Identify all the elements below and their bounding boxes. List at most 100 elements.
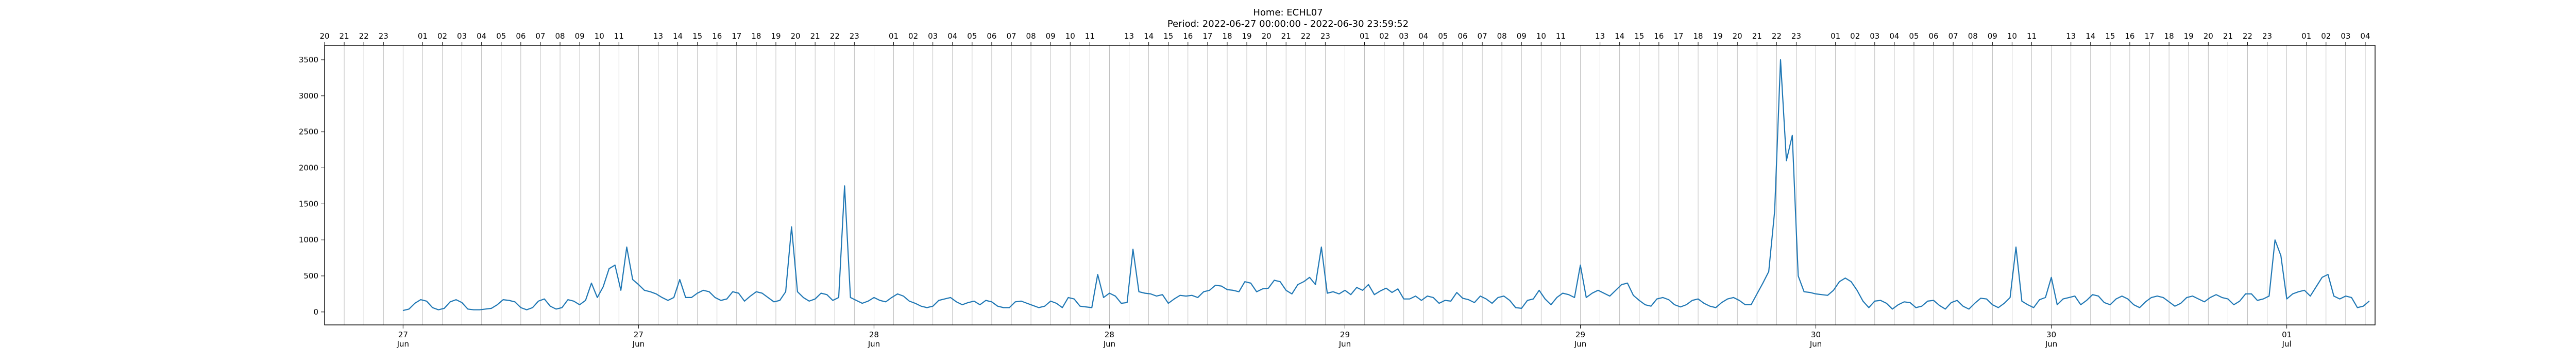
data-point bbox=[1274, 280, 1275, 281]
data-point bbox=[1821, 294, 1822, 295]
grid-lines bbox=[324, 45, 2366, 325]
bottom-tick-day: 28 bbox=[1105, 330, 1114, 339]
top-tick-label: 22 bbox=[1301, 31, 1311, 41]
data-point bbox=[497, 304, 498, 305]
data-point bbox=[632, 279, 633, 280]
y-tick-label: 3500 bbox=[299, 55, 318, 64]
data-point bbox=[2345, 296, 2346, 297]
top-tick-label: 19 bbox=[2184, 31, 2194, 41]
top-tick-label: 21 bbox=[1752, 31, 1762, 41]
top-tick-label: 01 bbox=[889, 31, 899, 41]
data-point bbox=[2351, 297, 2352, 298]
top-tick-label: 23 bbox=[1320, 31, 1330, 41]
data-point bbox=[1456, 292, 1458, 293]
data-point bbox=[897, 293, 898, 294]
top-tick-label: 15 bbox=[1634, 31, 1644, 41]
top-tick-label: 14 bbox=[2086, 31, 2095, 41]
y-tick-label: 500 bbox=[303, 271, 318, 281]
top-tick-label: 07 bbox=[1006, 31, 1016, 41]
bottom-tick-month: Jun bbox=[397, 339, 409, 349]
top-tick-label: 04 bbox=[947, 31, 957, 41]
top-tick-label: 05 bbox=[967, 31, 977, 41]
top-tick-label: 19 bbox=[771, 31, 781, 41]
chart-title-period: Period: 2022-06-27 00:00:00 - 2022-06-30… bbox=[1167, 19, 1409, 29]
top-tick-label: 02 bbox=[1850, 31, 1860, 41]
data-point bbox=[1480, 296, 1481, 297]
data-point bbox=[797, 291, 798, 292]
data-point bbox=[2192, 296, 2193, 297]
data-point bbox=[479, 309, 480, 310]
data-point bbox=[2092, 294, 2093, 295]
top-tick-label: 13 bbox=[1124, 31, 1134, 41]
top-tick-label: 15 bbox=[1163, 31, 1173, 41]
top-tick-label: 22 bbox=[830, 31, 840, 41]
bottom-tick-month: Jun bbox=[1338, 339, 1351, 349]
top-tick-label: 04 bbox=[1889, 31, 1899, 41]
data-point bbox=[2233, 304, 2234, 305]
top-tick-label: 04 bbox=[1418, 31, 1428, 41]
data-point bbox=[968, 302, 969, 303]
bottom-tick-month: Jun bbox=[2045, 339, 2057, 349]
bottom-tick-month: Jun bbox=[1103, 339, 1115, 349]
top-tick-label: 23 bbox=[2262, 31, 2272, 41]
y-tick-label: 1000 bbox=[299, 235, 318, 244]
data-point bbox=[1621, 284, 1622, 285]
data-point bbox=[2245, 293, 2246, 294]
top-tick-label: 18 bbox=[1222, 31, 1232, 41]
data-point bbox=[803, 297, 804, 298]
data-point bbox=[1297, 284, 1298, 285]
series-line bbox=[403, 59, 2370, 311]
top-tick-label: 23 bbox=[379, 31, 388, 41]
top-tick-label: 11 bbox=[2027, 31, 2037, 41]
top-tick-label: 08 bbox=[1968, 31, 1978, 41]
top-tick-label: 06 bbox=[987, 31, 996, 41]
data-point bbox=[838, 297, 839, 298]
top-tick-label: 02 bbox=[1379, 31, 1389, 41]
data-point bbox=[626, 247, 628, 248]
top-tick-label: 21 bbox=[810, 31, 820, 41]
top-tick-label: 18 bbox=[2164, 31, 2174, 41]
top-tick-label: 13 bbox=[653, 31, 663, 41]
top-tick-label: 19 bbox=[1242, 31, 1252, 41]
top-tick-label: 21 bbox=[1281, 31, 1291, 41]
data-point bbox=[1474, 302, 1475, 303]
y-tick-label: 2500 bbox=[299, 127, 318, 137]
data-point bbox=[2104, 302, 2105, 303]
top-tick-label: 10 bbox=[595, 31, 604, 41]
top-tick-label: 16 bbox=[712, 31, 722, 41]
data-point bbox=[1350, 294, 1351, 295]
data-point bbox=[750, 296, 751, 297]
top-tick-label: 03 bbox=[928, 31, 938, 41]
data-point bbox=[1156, 296, 1157, 297]
data-point bbox=[785, 291, 786, 292]
top-tick-label: 13 bbox=[1595, 31, 1605, 41]
top-tick-label: 09 bbox=[1517, 31, 1527, 41]
top-tick-label: 10 bbox=[1065, 31, 1075, 41]
top-tick-label: 08 bbox=[1026, 31, 1036, 41]
top-tick-label: 16 bbox=[2125, 31, 2134, 41]
data-point bbox=[903, 296, 904, 297]
top-tick-label: 09 bbox=[575, 31, 585, 41]
data-point bbox=[1556, 297, 1557, 298]
top-tick-label: 21 bbox=[340, 31, 349, 41]
data-point bbox=[2257, 300, 2258, 301]
data-point bbox=[1256, 291, 1257, 292]
data-point bbox=[1067, 297, 1069, 298]
top-tick-label: 07 bbox=[1478, 31, 1487, 41]
data-point bbox=[1103, 297, 1104, 298]
series-layer bbox=[402, 59, 2370, 311]
top-tick-label: 17 bbox=[2144, 31, 2154, 41]
y-tick-label: 0 bbox=[313, 307, 318, 317]
data-point bbox=[1645, 304, 1646, 305]
data-point bbox=[950, 297, 951, 298]
data-point bbox=[432, 307, 433, 308]
data-point bbox=[1368, 284, 1369, 285]
top-tick-label: 06 bbox=[1929, 31, 1939, 41]
top-tick-label: 23 bbox=[1791, 31, 1801, 41]
bottom-tick-month: Jun bbox=[1809, 339, 1822, 349]
data-point bbox=[1933, 300, 1934, 301]
top-tick-label: 06 bbox=[1458, 31, 1467, 41]
chart-title-home: Home: ECHL07 bbox=[1253, 7, 1323, 18]
data-point bbox=[791, 226, 792, 227]
